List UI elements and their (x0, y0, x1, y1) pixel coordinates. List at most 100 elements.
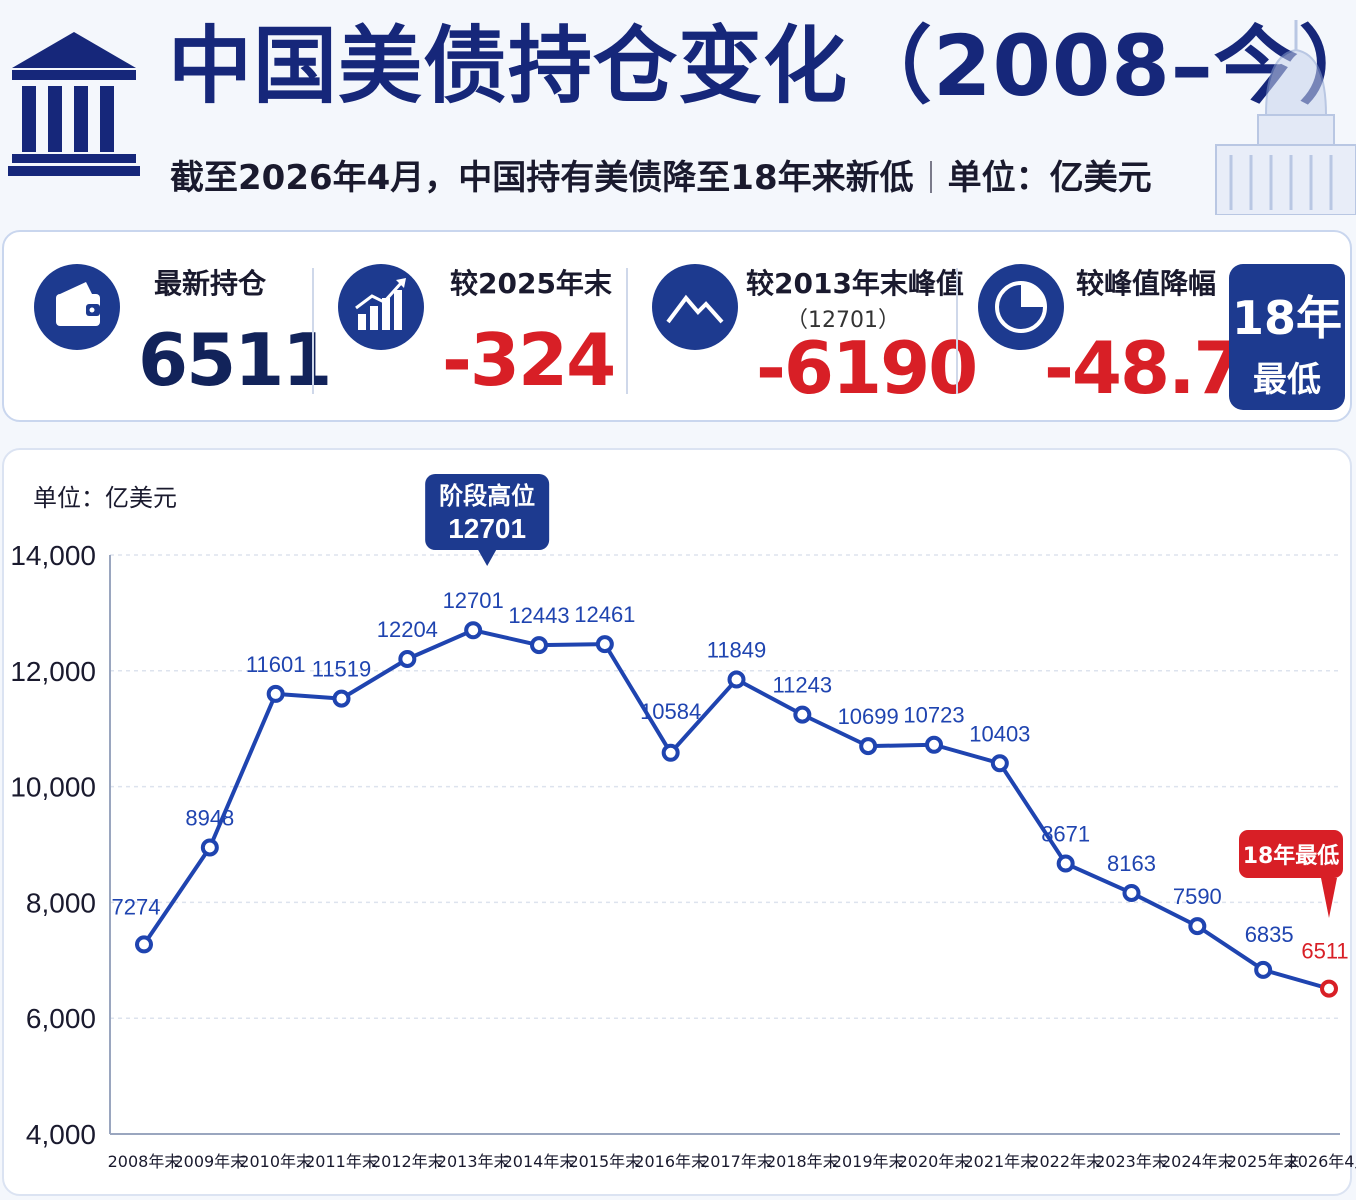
x-tick-label: 2023年末 (1095, 1152, 1168, 1171)
x-tick-label: 2016年末 (634, 1152, 707, 1171)
x-tick-label: 2010年末 (239, 1152, 312, 1171)
stat-label: 最新持仓 (154, 267, 267, 300)
data-label: 6511 (1301, 939, 1348, 964)
data-point (859, 737, 878, 756)
subtitle-unit: 单位：亿美元 (947, 158, 1152, 198)
page-subtitle: 截至2026年4月，中国持有美债降至18年来新低 单位：亿美元 (170, 150, 1152, 199)
stat-label: 较2025年末 (450, 267, 612, 300)
data-point (1320, 979, 1338, 998)
y-tick-label: 6,000 (26, 1003, 96, 1034)
data-label: 10723 (903, 703, 964, 728)
x-tick-label: 2024年末 (1161, 1152, 1234, 1171)
y-tick-label: 12,000 (10, 656, 96, 687)
stats-divider (956, 268, 958, 394)
stats-divider (626, 268, 628, 394)
page-title: 中国美债持仓变化（2008–今） (168, 17, 1356, 115)
data-point (1122, 883, 1141, 902)
data-label: 8948 (185, 806, 234, 831)
data-label: 11849 (707, 638, 767, 663)
y-tick-label: 10,000 (10, 772, 96, 803)
data-point (135, 935, 153, 954)
y-tick-label: 8,000 (26, 887, 96, 918)
data-label: 10403 (969, 721, 1030, 746)
data-point (1254, 960, 1273, 979)
stat-value: 6511 (138, 318, 332, 402)
wallet-icon (34, 264, 120, 350)
data-point (464, 621, 483, 640)
stats-divider (312, 268, 314, 394)
stat-label: 较峰值降幅 (1076, 267, 1217, 300)
data-label: 11601 (246, 652, 306, 677)
stat-value: -324 (442, 318, 616, 402)
x-tick-label: 2017年末 (700, 1152, 773, 1171)
data-label: 7274 (112, 894, 161, 919)
annotation-box (425, 474, 550, 550)
data-point (200, 838, 219, 857)
data-point (925, 735, 943, 754)
chart-unit-label: 单位：亿美元 (33, 484, 177, 512)
data-point (1056, 854, 1075, 873)
capitol-building-icon (1215, 20, 1356, 215)
subtitle-separator (929, 161, 932, 193)
data-label: 10699 (838, 704, 899, 729)
annotation-label: 阶段高位 (439, 482, 535, 510)
data-point (1188, 917, 1207, 936)
badge-line2: 最低 (1253, 360, 1321, 400)
x-tick-label: 2019年末 (832, 1152, 905, 1171)
x-tick-label: 2015年末 (568, 1152, 641, 1171)
badge-line1: 18年 (1231, 291, 1342, 345)
bar-chart-icon (338, 264, 424, 350)
stats-panel: 最新持仓 6511 较2025年末 -324 较2013年末峰值 （12701）… (2, 230, 1352, 422)
data-label: 12443 (508, 603, 569, 628)
x-tick-label: 2020年末 (898, 1152, 971, 1171)
x-tick-label: 2013年末 (437, 1152, 510, 1171)
x-tick-label: 2018年末 (766, 1152, 839, 1171)
annotation-value: 12701 (448, 513, 526, 544)
x-tick-label: 2008年末 (108, 1152, 181, 1171)
stat-vs-2013-peak: 较2013年末峰值 （12701） -6190 (628, 232, 978, 420)
data-point (398, 649, 417, 668)
x-tick-label: 2012年末 (371, 1152, 444, 1171)
stat-vs-2025: 较2025年末 -324 (314, 232, 629, 420)
y-tick-label: 4,000 (26, 1119, 96, 1150)
data-label: 8163 (1107, 851, 1156, 876)
data-label: 12701 (443, 588, 504, 613)
data-label: 11243 (773, 673, 833, 698)
data-point (266, 684, 285, 703)
x-tick-label: 2014年末 (503, 1152, 576, 1171)
data-point (530, 636, 548, 655)
data-label: 6835 (1245, 922, 1294, 947)
data-label: 11519 (312, 657, 372, 682)
lowest-badge: 18年 最低 (1229, 264, 1345, 410)
data-label: 12204 (377, 617, 438, 642)
bank-building-icon (8, 32, 140, 176)
data-label: 12461 (574, 602, 635, 627)
annotation-label: 18年最低 (1243, 843, 1340, 869)
stat-latest-holding: 最新持仓 6511 (4, 232, 332, 420)
data-point (727, 670, 746, 689)
data-label: 8671 (1041, 822, 1090, 847)
subtitle-main: 截至2026年4月，中国持有美债降至18年来新低 (170, 158, 914, 198)
pie-chart-icon (978, 264, 1064, 350)
x-tick-label: 2025年末 (1227, 1152, 1300, 1171)
data-point (990, 754, 1009, 773)
annotation-pointer (1321, 878, 1337, 918)
data-point (661, 743, 680, 762)
data-point (595, 635, 614, 654)
x-tick-label: 2026年4月 (1288, 1152, 1356, 1171)
y-tick-label: 14,000 (10, 540, 96, 571)
x-tick-label: 2011年末 (305, 1152, 378, 1171)
stat-sublabel: （12701） (786, 308, 900, 333)
annotation-box (1239, 830, 1343, 878)
x-tick-label: 2022年末 (1029, 1152, 1102, 1171)
data-label: 7590 (1173, 884, 1222, 909)
data-label: 10584 (640, 699, 701, 724)
data-point (793, 705, 812, 724)
x-tick-label: 2021年末 (963, 1152, 1036, 1171)
stat-label: 较2013年末峰值 (746, 267, 964, 300)
mountain-icon (652, 264, 738, 350)
data-point (332, 689, 351, 708)
header: 中国美债持仓变化（2008–今） 截至2026年4月，中国持有美债降至18年来新… (0, 0, 1356, 215)
chart-card (2, 448, 1352, 1196)
